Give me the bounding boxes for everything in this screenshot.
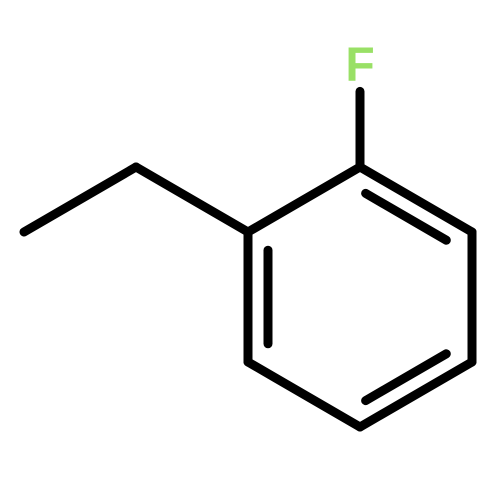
bond [24, 167, 136, 232]
bond [366, 354, 447, 401]
bond [136, 167, 248, 232]
bond [248, 362, 360, 427]
molecule-canvas: F [0, 0, 500, 500]
bond [248, 167, 360, 232]
atoms-layer: F [345, 39, 374, 92]
bonds-layer [24, 91, 472, 427]
fluorine-atom-label: F [345, 39, 374, 92]
bond [366, 193, 447, 240]
